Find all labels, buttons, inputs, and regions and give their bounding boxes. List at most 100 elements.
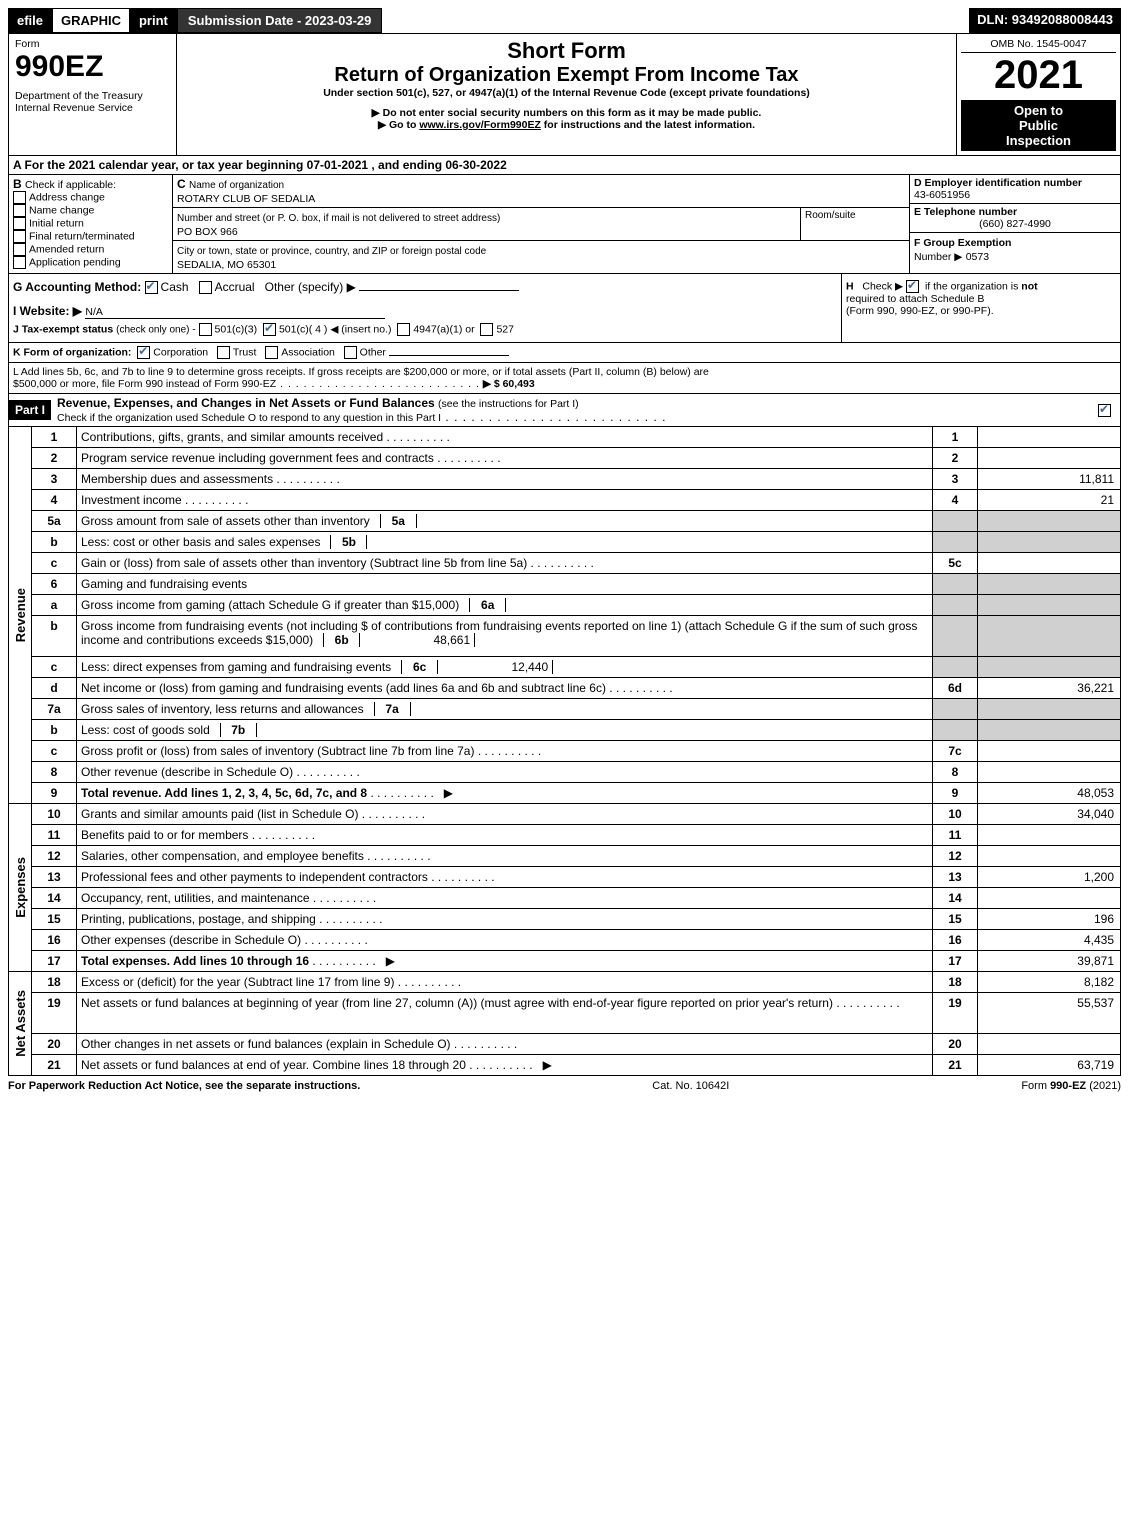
check-initial-return[interactable]	[13, 217, 26, 230]
check-option: Initial return	[13, 217, 168, 230]
line-amount	[977, 616, 1120, 656]
other-specify-input[interactable]	[359, 290, 519, 291]
line-box: 1	[932, 427, 977, 447]
4947-checkbox[interactable]	[397, 323, 410, 336]
line-amount: 4,435	[977, 930, 1120, 950]
submission-date: Submission Date - 2023-03-29	[177, 8, 383, 33]
assoc-checkbox[interactable]	[265, 346, 278, 359]
line-box: 2	[932, 448, 977, 468]
cash-checkbox[interactable]	[145, 281, 158, 294]
line-desc: Salaries, other compensation, and employ…	[77, 846, 932, 866]
line-amount	[977, 532, 1120, 552]
section-gh: G Accounting Method: Cash Accrual Other …	[8, 274, 1121, 343]
line-row: 8Other revenue (describe in Schedule O)8	[32, 761, 1120, 782]
website-value: N/A	[85, 306, 385, 319]
line-box: 17	[932, 951, 977, 971]
line-desc: Gaming and fundraising events	[77, 574, 932, 594]
schedule-b-checkbox[interactable]	[906, 280, 919, 293]
line-row: 6Gaming and fundraising events	[32, 573, 1120, 594]
line-number: 20	[32, 1034, 77, 1054]
line-row: cGain or (loss) from sale of assets othe…	[32, 552, 1120, 573]
check-application-pending[interactable]	[13, 256, 26, 269]
check-option: Amended return	[13, 243, 168, 256]
netassets-section: Net Assets 18Excess or (deficit) for the…	[8, 972, 1121, 1076]
check-address-change[interactable]	[13, 191, 26, 204]
line-box	[932, 616, 977, 656]
line-number: c	[32, 553, 77, 573]
line-box: 19	[932, 993, 977, 1033]
graphic-button[interactable]: GRAPHIC	[52, 8, 130, 33]
check-option: Final return/terminated	[13, 230, 168, 243]
501c-checkbox[interactable]	[263, 323, 276, 336]
accrual-checkbox[interactable]	[199, 281, 212, 294]
phone: (660) 827-4990	[914, 218, 1116, 230]
line-row: 20Other changes in net assets or fund ba…	[32, 1033, 1120, 1054]
line-amount: 55,537	[977, 993, 1120, 1033]
check-name-change[interactable]	[13, 204, 26, 217]
schedule-o-checkbox[interactable]	[1098, 404, 1111, 417]
line-number: 1	[32, 427, 77, 447]
section-a-taxyear: A For the 2021 calendar year, or tax yea…	[8, 156, 1121, 175]
check-final-return-terminated[interactable]	[13, 230, 26, 243]
527-checkbox[interactable]	[480, 323, 493, 336]
line-row: 21Net assets or fund balances at end of …	[32, 1054, 1120, 1075]
line-amount	[977, 574, 1120, 594]
line-box: 18	[932, 972, 977, 992]
line-desc: Other revenue (describe in Schedule O)	[77, 762, 932, 782]
trust-checkbox[interactable]	[217, 346, 230, 359]
efile-button[interactable]: efile	[8, 8, 52, 33]
line-desc: Total revenue. Add lines 1, 2, 3, 4, 5c,…	[77, 783, 932, 803]
line-box: 8	[932, 762, 977, 782]
line-number: d	[32, 678, 77, 698]
line-amount: 63,719	[977, 1055, 1120, 1075]
room-suite: Room/suite	[800, 208, 909, 240]
check-amended-return[interactable]	[13, 243, 26, 256]
corp-checkbox[interactable]	[137, 346, 150, 359]
line-amount	[977, 427, 1120, 447]
line-desc: Gross sales of inventory, less returns a…	[77, 699, 932, 719]
dept-line1: Department of the Treasury	[15, 90, 170, 102]
line-number: c	[32, 657, 77, 677]
section-b: B Check if applicable: Address changeNam…	[9, 175, 173, 273]
line-desc: Net assets or fund balances at beginning…	[77, 993, 932, 1033]
501c3-checkbox[interactable]	[199, 323, 212, 336]
line-row: 4Investment income421	[32, 489, 1120, 510]
line-desc: Investment income	[77, 490, 932, 510]
line-desc: Total expenses. Add lines 10 through 16 …	[77, 951, 932, 971]
line-box: 11	[932, 825, 977, 845]
form-ref: Form 990-EZ (2021)	[1021, 1080, 1121, 1092]
line-desc: Less: cost of goods sold 7b	[77, 720, 932, 740]
line-row: 14Occupancy, rent, utilities, and mainte…	[32, 887, 1120, 908]
line-row: 2Program service revenue including gover…	[32, 447, 1120, 468]
check-option: Name change	[13, 204, 168, 217]
entity-block: B Check if applicable: Address changeNam…	[8, 175, 1121, 274]
line-number: 3	[32, 469, 77, 489]
line-box: 10	[932, 804, 977, 824]
line-box	[932, 699, 977, 719]
line-row: bGross income from fundraising events (n…	[32, 615, 1120, 656]
line-number: 13	[32, 867, 77, 887]
ein: 43-6051956	[914, 189, 1116, 201]
line-amount: 8,182	[977, 972, 1120, 992]
other-org-checkbox[interactable]	[344, 346, 357, 359]
line-row: aGross income from gaming (attach Schedu…	[32, 594, 1120, 615]
form-word: Form	[15, 38, 170, 50]
line-desc: Gain or (loss) from sale of assets other…	[77, 553, 932, 573]
line-box: 9	[932, 783, 977, 803]
line-box: 12	[932, 846, 977, 866]
line-number: 2	[32, 448, 77, 468]
irs-link[interactable]: www.irs.gov/Form990EZ	[419, 119, 541, 131]
line-desc: Gross income from gaming (attach Schedul…	[77, 595, 932, 615]
other-org-input[interactable]	[389, 355, 509, 356]
line-box	[932, 574, 977, 594]
line-box: 3	[932, 469, 977, 489]
line-row: 12Salaries, other compensation, and empl…	[32, 845, 1120, 866]
website-label: I Website: ▶	[13, 304, 82, 318]
line-desc: Gross amount from sale of assets other t…	[77, 511, 932, 531]
print-button[interactable]: print	[130, 8, 177, 33]
line-desc: Less: direct expenses from gaming and fu…	[77, 657, 932, 677]
line-amount	[977, 553, 1120, 573]
line-box	[932, 595, 977, 615]
line-number: 11	[32, 825, 77, 845]
line-row: 10Grants and similar amounts paid (list …	[32, 804, 1120, 824]
